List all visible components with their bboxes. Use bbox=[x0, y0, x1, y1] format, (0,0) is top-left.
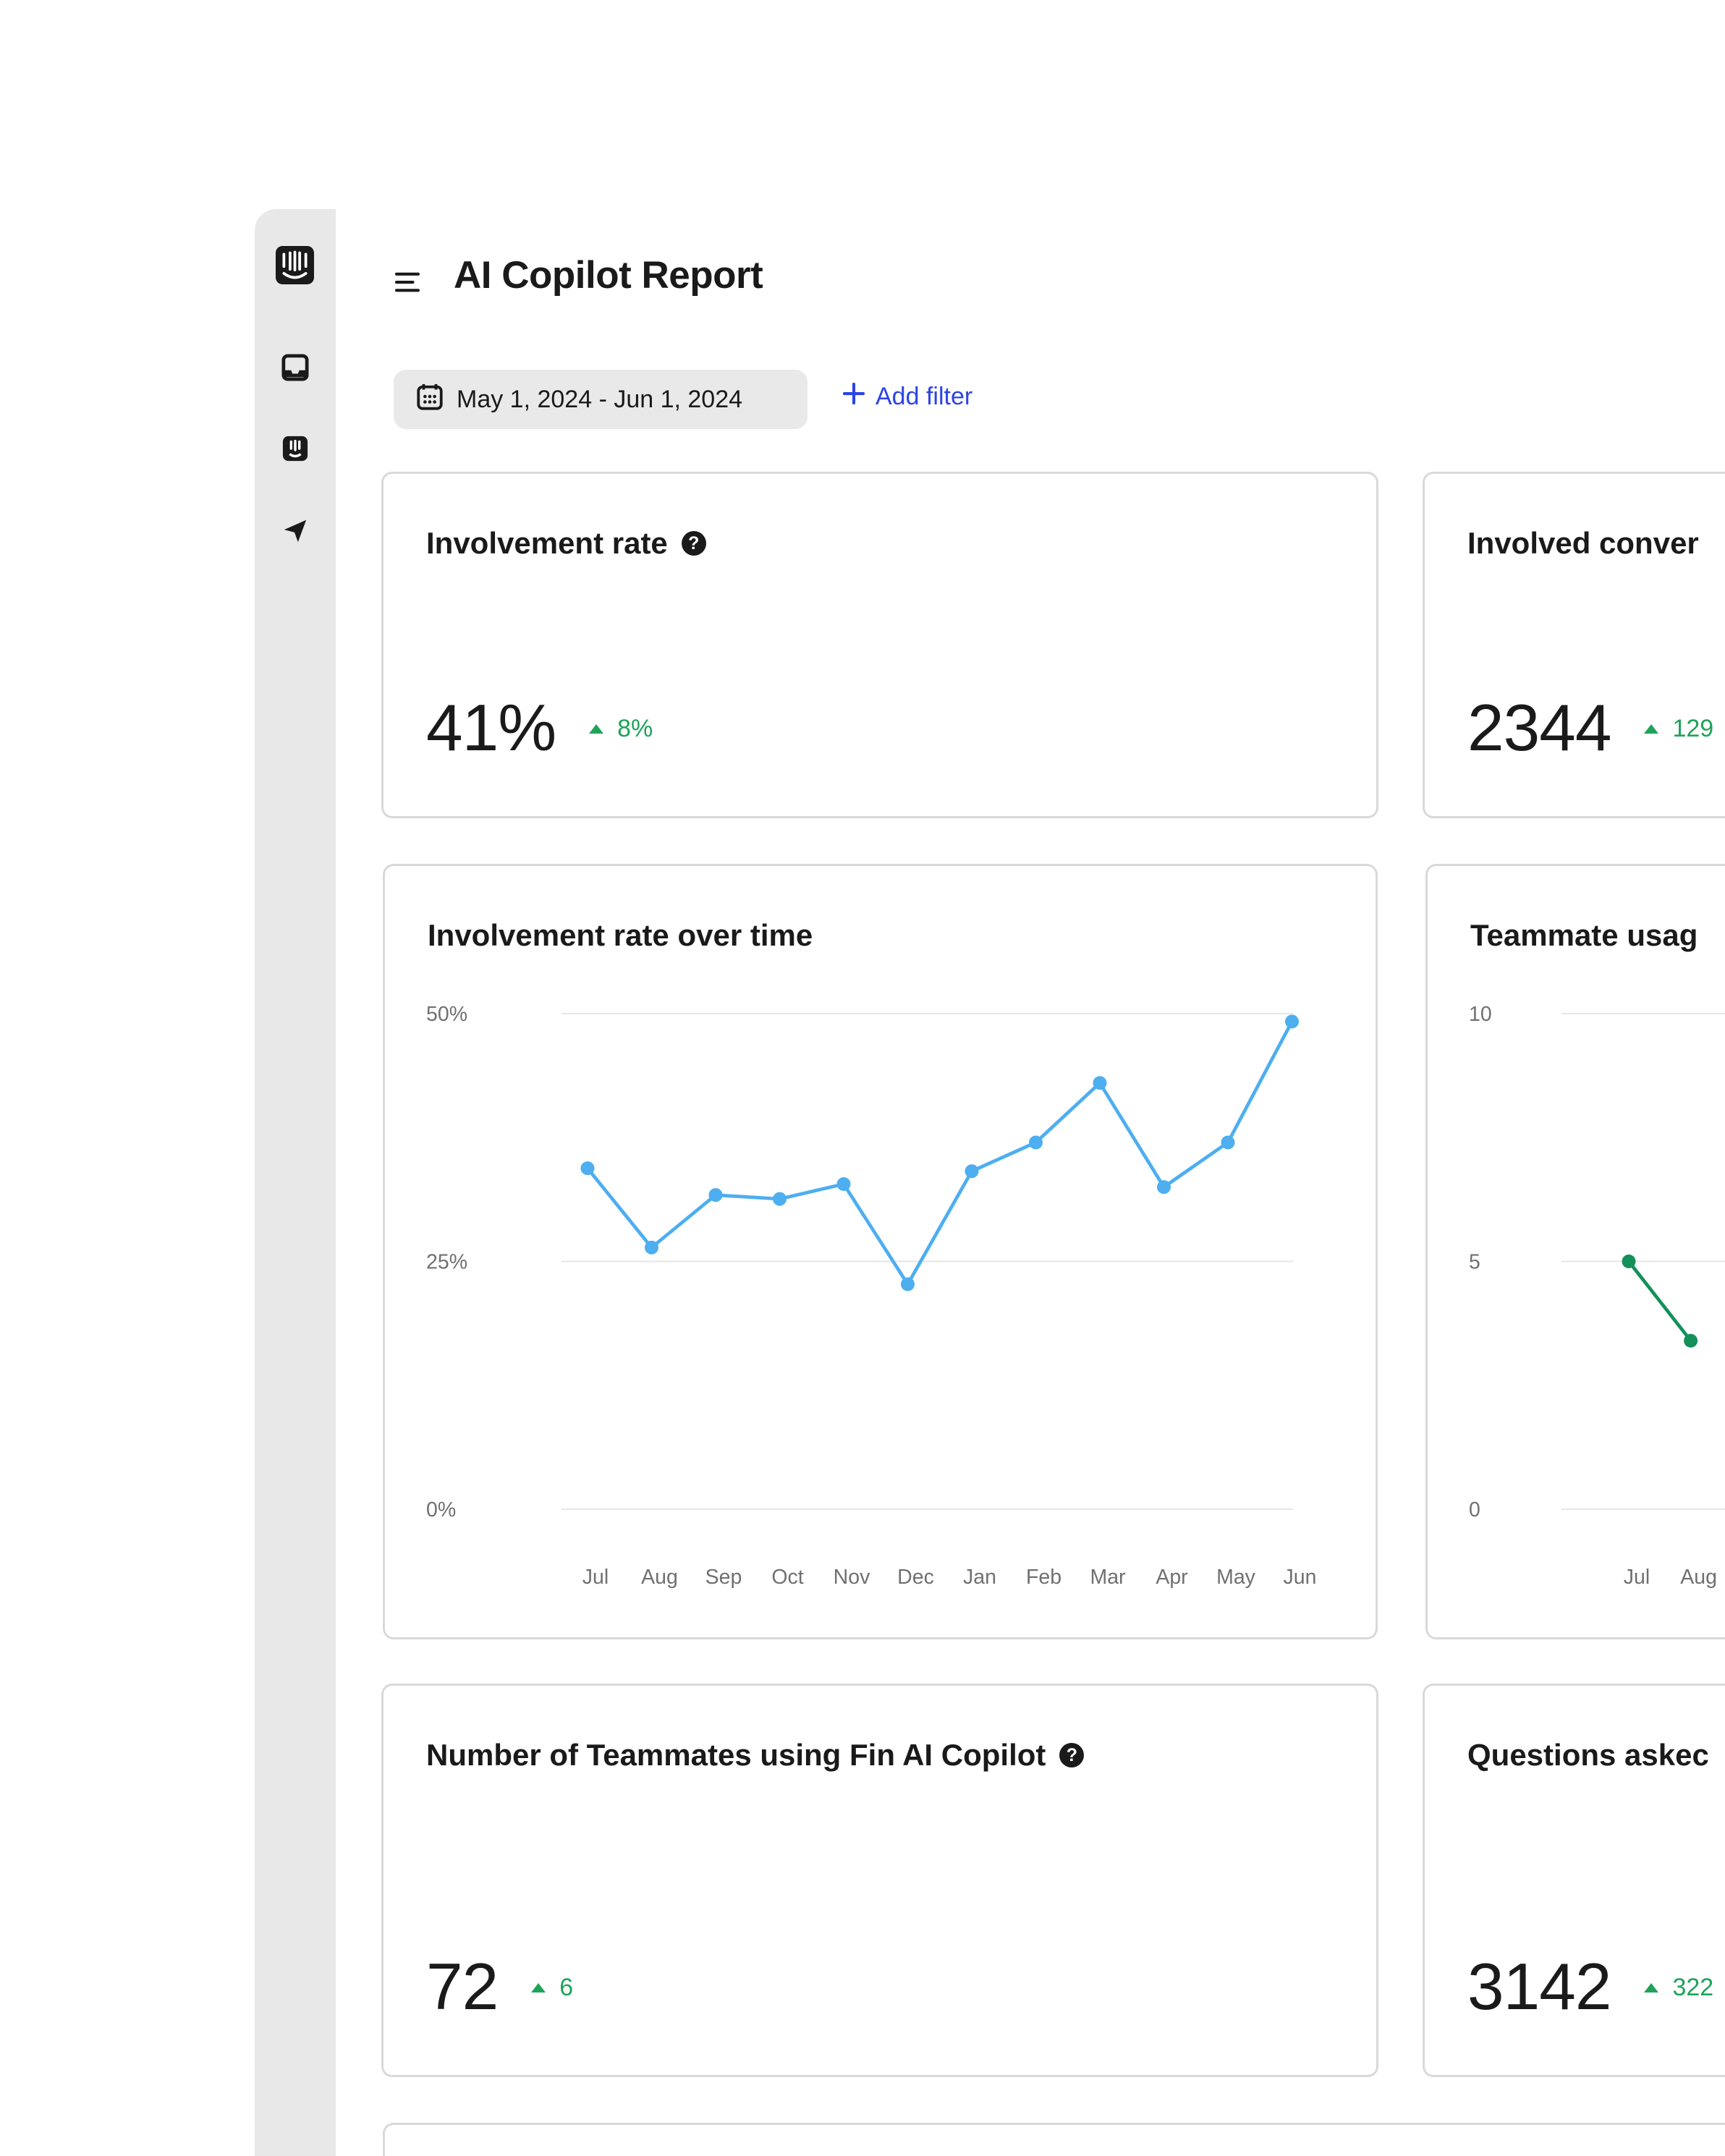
chart-title: Involvement rate over time bbox=[428, 918, 813, 952]
questions-asked-card: Questions askec 3142 322 bbox=[1423, 1684, 1725, 2077]
data-point bbox=[1622, 1255, 1636, 1268]
add-filter-button[interactable]: Add filter bbox=[842, 382, 973, 411]
plus-icon bbox=[842, 382, 865, 411]
metric-delta: 322 bbox=[1672, 1973, 1714, 2001]
trend-up-icon bbox=[1644, 1982, 1659, 1992]
chart-title: Teammate usag bbox=[1470, 918, 1698, 952]
metric-delta: 6 bbox=[559, 1973, 574, 2001]
help-icon[interactable]: ? bbox=[1059, 1743, 1085, 1767]
data-point bbox=[708, 1188, 723, 1202]
x-tick-label: Oct bbox=[771, 1566, 803, 1589]
involvement-rate-line-chart: 50% 25% 0% Jul Aug Sep Oct Nov Dec Jan Feb Mar Apr Ma… bbox=[426, 1003, 1317, 1589]
menu-icon[interactable] bbox=[394, 271, 420, 293]
card-title: Questions askec bbox=[1467, 1738, 1709, 1772]
y-tick-label: 0 bbox=[1469, 1498, 1480, 1521]
calendar-icon bbox=[417, 383, 443, 417]
date-range-picker[interactable]: May 1, 2024 - Jun 1, 2024 bbox=[394, 370, 808, 429]
add-filter-label: Add filter bbox=[876, 383, 973, 410]
page-title: AI Copilot Report bbox=[454, 254, 763, 297]
y-tick-label: 10 bbox=[1469, 1003, 1492, 1026]
x-tick-label: Jul bbox=[582, 1566, 609, 1589]
metric-value: 41% bbox=[426, 692, 556, 765]
data-point bbox=[580, 1161, 595, 1176]
series-line bbox=[1627, 1260, 1692, 1342]
data-point bbox=[836, 1177, 851, 1192]
date-range-label: May 1, 2024 - Jun 1, 2024 bbox=[457, 385, 743, 413]
metric-value: 72 bbox=[426, 1951, 499, 2024]
x-tick-label: Apr bbox=[1156, 1566, 1188, 1589]
intercom-logo-icon[interactable] bbox=[274, 245, 315, 286]
metric-value: 3142 bbox=[1467, 1951, 1611, 2024]
y-tick-label: 25% bbox=[426, 1251, 467, 1274]
x-tick-label: Jan bbox=[963, 1566, 996, 1589]
metric-value: 2344 bbox=[1467, 692, 1611, 765]
data-point bbox=[645, 1240, 658, 1255]
x-tick-label: Jun bbox=[1284, 1566, 1317, 1589]
next-report-card bbox=[383, 2123, 1725, 2156]
trend-up-icon bbox=[589, 723, 604, 734]
x-tick-label: Feb bbox=[1026, 1566, 1061, 1589]
data-point bbox=[965, 1164, 979, 1179]
sidebar bbox=[255, 209, 336, 2156]
involvement-rate-chart-card: Involvement rate over time 50% 25% 0% Jul Au… bbox=[383, 864, 1378, 1639]
involvement-rate-card: Involvement rate? 41% 8% bbox=[381, 472, 1378, 818]
fin-copilot-icon[interactable] bbox=[274, 428, 315, 469]
involved-conversations-card: Involved conver 2344 129 bbox=[1423, 472, 1725, 818]
teammate-usage-line-chart: 10 5 0 Jul Aug bbox=[1469, 1003, 1725, 1589]
teammate-usage-chart-card: Teammate usag 10 5 0 Jul Aug bbox=[1425, 864, 1725, 1639]
x-tick-label: Jul bbox=[1624, 1566, 1650, 1589]
inbox-icon[interactable] bbox=[274, 347, 315, 388]
trend-up-icon bbox=[1644, 723, 1659, 734]
y-tick-label: 5 bbox=[1469, 1251, 1480, 1274]
y-tick-label: 0% bbox=[426, 1498, 456, 1521]
data-point bbox=[1285, 1014, 1299, 1029]
data-point bbox=[1221, 1135, 1235, 1150]
teammates-using-card: Number of Teammates using Fin AI Copilot… bbox=[381, 1684, 1378, 2077]
x-tick-label: Aug bbox=[1680, 1566, 1717, 1589]
card-title: Number of Teammates using Fin AI Copilot bbox=[426, 1738, 1046, 1772]
metric-delta: 8% bbox=[617, 714, 653, 742]
x-tick-label: Sep bbox=[705, 1566, 742, 1589]
metric-delta: 129 bbox=[1672, 714, 1714, 742]
card-title: Involvement rate bbox=[426, 526, 668, 560]
data-point bbox=[1157, 1180, 1171, 1194]
x-tick-label: Mar bbox=[1090, 1566, 1126, 1589]
x-tick-label: May bbox=[1216, 1566, 1256, 1589]
x-tick-label: Dec bbox=[897, 1566, 934, 1589]
card-title: Involved conver bbox=[1467, 526, 1699, 560]
data-point bbox=[1093, 1076, 1107, 1090]
y-tick-label: 50% bbox=[426, 1003, 467, 1026]
help-icon[interactable]: ? bbox=[681, 531, 706, 556]
x-tick-label: Nov bbox=[834, 1566, 870, 1589]
x-tick-label: Aug bbox=[641, 1566, 678, 1589]
outbound-send-icon[interactable] bbox=[274, 510, 315, 551]
data-point bbox=[1684, 1333, 1698, 1348]
data-point bbox=[1029, 1135, 1043, 1150]
series-line bbox=[586, 1020, 1294, 1286]
trend-up-icon bbox=[531, 1982, 546, 1992]
data-point bbox=[901, 1277, 915, 1291]
data-point bbox=[773, 1192, 787, 1206]
